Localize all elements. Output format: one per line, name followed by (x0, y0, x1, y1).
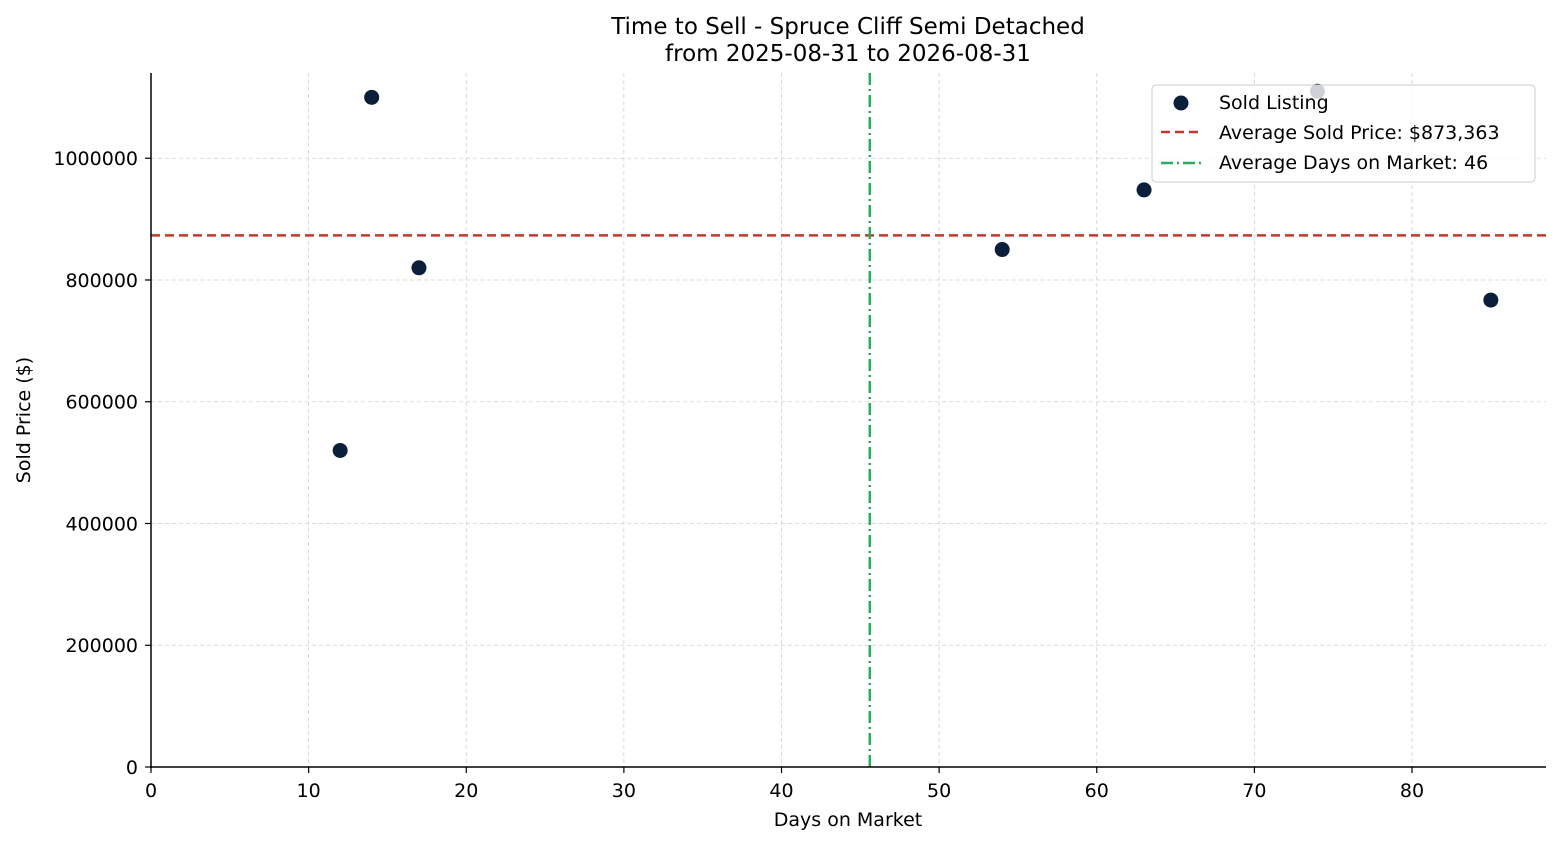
chart-subtitle: from 2025-08-31 to 2026-08-31 (665, 41, 1031, 67)
x-tick-label: 50 (927, 780, 951, 802)
data-point (994, 242, 1010, 258)
data-point (1483, 292, 1499, 308)
x-tick-label: 0 (145, 780, 157, 802)
y-tick-label: 0 (126, 757, 138, 779)
data-point (411, 260, 427, 276)
data-points (332, 83, 1499, 458)
legend-label-avg-days: Average Days on Market: 46 (1219, 152, 1488, 174)
data-point (364, 89, 380, 105)
axes (150, 73, 1546, 768)
x-axis-label: Days on Market (774, 809, 922, 831)
chart-title: Time to Sell - Spruce Cliff Semi Detache… (610, 14, 1085, 40)
reference-lines (151, 73, 1546, 767)
y-tick-label: 200000 (65, 635, 138, 657)
legend-label-avg-price: Average Sold Price: $873,363 (1219, 122, 1500, 144)
y-tick-label: 600000 (65, 392, 138, 414)
data-point (1136, 182, 1152, 198)
x-tick-label: 40 (769, 780, 793, 802)
data-point (332, 442, 348, 458)
y-tick-label: 400000 (65, 513, 138, 535)
legend: Sold Listing Average Sold Price: $873,36… (1151, 84, 1536, 183)
x-ticks: 0 10 20 30 40 50 60 70 80 (145, 767, 1424, 802)
x-tick-label: 10 (297, 780, 321, 802)
y-axis-label: Sold Price ($) (13, 357, 35, 483)
x-tick-label: 60 (1085, 780, 1109, 802)
y-tick-label: 800000 (65, 270, 138, 292)
y-ticks: 0 200000 400000 600000 800000 1000000 (53, 148, 151, 779)
legend-box (1151, 84, 1536, 183)
legend-label-sold-listing: Sold Listing (1219, 92, 1329, 114)
x-tick-label: 20 (454, 780, 478, 802)
legend-marker-sold-listing (1173, 95, 1189, 111)
x-tick-label: 70 (1242, 780, 1266, 802)
x-tick-label: 30 (612, 780, 636, 802)
y-tick-label: 1000000 (53, 148, 138, 170)
x-tick-label: 80 (1400, 780, 1424, 802)
